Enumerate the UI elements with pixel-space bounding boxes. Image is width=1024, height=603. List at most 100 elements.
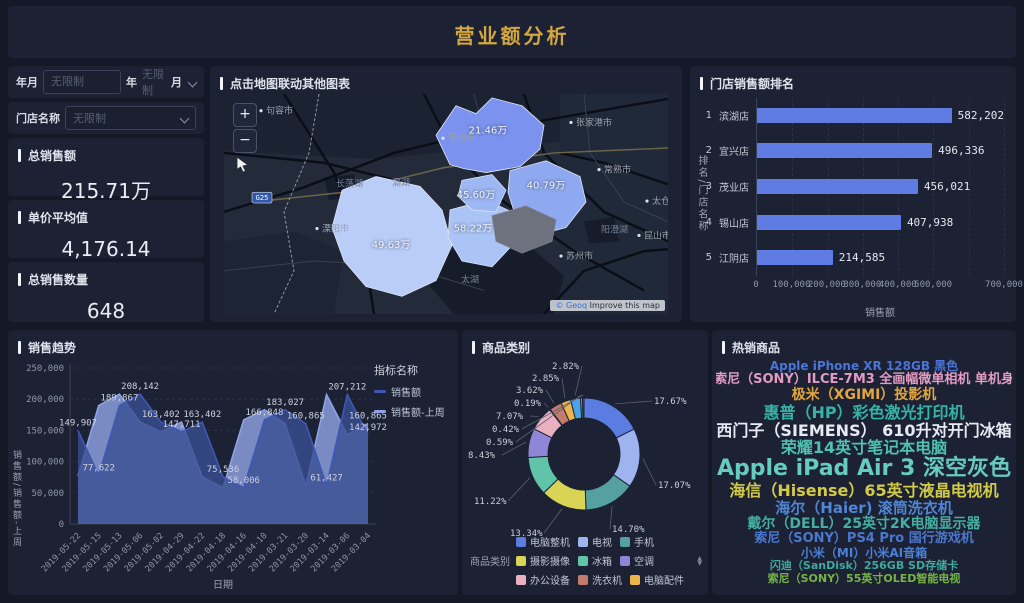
donut-percent-label: 14.70% (612, 525, 645, 535)
yearmonth-label: 年月 (16, 76, 38, 89)
filter-store-panel: 门店名称 无限制 (8, 102, 204, 134)
hot-product-item: Apple iPhone XR 128GB 黑色 (769, 359, 959, 373)
legend-label: 电脑整机 (530, 538, 570, 549)
rank-category-label: 5 江阴店 (706, 250, 749, 265)
store-select[interactable]: 无限制 (65, 106, 196, 130)
trend-x-axis-name: 日期 (213, 579, 233, 591)
rank-number: 3 (705, 181, 712, 192)
rank-number: 2 (705, 145, 712, 157)
donut-percent-label: 13.34% (510, 529, 543, 539)
filter-yearmonth-panel: 年月 年 无限制 月 (8, 66, 204, 98)
donut-slice-电脑整机[interactable] (583, 397, 635, 439)
donut-chart: 17.67% 17.07% 14.70% 13.34% 11.22% 8.43% 7.07%… (468, 362, 691, 539)
chevron-down-icon[interactable] (187, 77, 198, 87)
category-legend-item[interactable]: 电脑配件 (630, 572, 684, 587)
category-legend-item[interactable]: 电脑整机 (516, 534, 570, 549)
category-legend-caption: 商品类别 (470, 557, 510, 568)
yearmonth-input[interactable] (43, 70, 121, 94)
donut-percent-label: 2.85% (532, 374, 560, 384)
trend-y-tick: 0 (59, 520, 64, 530)
trend-point-label: 61,427 (310, 474, 343, 484)
donut-percent-label: 0.19% (514, 399, 542, 409)
accent-bar (18, 341, 21, 354)
trend-legend-item[interactable]: 销售额 (374, 384, 454, 399)
map-zoom-in-button[interactable]: + (233, 103, 257, 127)
category-legend-item[interactable]: 办公设备 (516, 572, 570, 587)
trend-area-销售额[interactable] (78, 394, 368, 524)
trend-point-label: 77,622 (82, 464, 115, 474)
trend-point-label: 207,212 (328, 383, 366, 393)
hot-product-item: 西门子（SIEMENS） 610升对开门冰箱 (716, 420, 1012, 440)
map-region-value: 58.22万 (454, 224, 493, 235)
hot-product-item: 惠普（HP）彩色激光打印机 (763, 402, 965, 422)
stat-label: 总销售额 (28, 149, 77, 163)
trend-title: 销售趋势 (28, 341, 77, 355)
category-legend-item[interactable]: 冰箱 (578, 553, 612, 568)
map-city-label: 长荡湖 (336, 177, 363, 189)
store-name: 锡山店 (719, 218, 749, 230)
month-select-value[interactable]: 月 (171, 76, 182, 89)
map-city-label: 溧阳市 (315, 223, 349, 234)
donut-percent-label: 3.62% (516, 386, 544, 396)
svg-text:太湖: 太湖 (461, 274, 479, 286)
header-panel: 营业额分析 (8, 6, 1016, 58)
legend-swatch (620, 536, 630, 547)
rank-plot-area: 1 滨湖店 582,202 2 宜兴店 496,336 3 茂业店 456,021 4 锡山店 407… (706, 98, 1005, 276)
donut-percent-label: 8.43% (468, 451, 496, 461)
rank-bar-row: 5 江阴店 214,585 (706, 250, 1004, 266)
rank-x-tick: 200,000 (807, 280, 846, 290)
category-legend-item[interactable]: 洗衣机 (578, 572, 622, 587)
rank-number: 1 (705, 109, 712, 121)
map-title: 点击地图联动其他图表 (230, 77, 351, 91)
rank-bar[interactable] (757, 214, 901, 230)
category-legend-item[interactable]: 空调 (620, 553, 654, 568)
map-city-label: 张家港市 (569, 117, 612, 128)
year-input[interactable]: 无限制 (142, 68, 164, 97)
rank-x-tick: 400,000 (878, 280, 917, 290)
map-region-value: 49.63万 (372, 240, 411, 251)
legend-swatch (578, 555, 588, 566)
legend-scroll-icon[interactable]: ▲ ▼ (697, 554, 702, 567)
trend-point-label: 149,907 (59, 418, 97, 428)
accent-bar (472, 341, 475, 354)
map-city-label: 昆山市 (637, 229, 668, 241)
hot-product-item: 荣耀14英寸笔记本电脑 (780, 438, 948, 458)
map-region-value: 21.46万 (469, 125, 508, 136)
svg-text:阳澄湖: 阳澄湖 (601, 224, 628, 236)
category-title: 商品类别 (482, 341, 531, 355)
province-boundary (273, 94, 320, 314)
store-name: 宜兴店 (719, 147, 749, 159)
rank-bar[interactable] (757, 143, 933, 159)
map-panel: 点击地图联动其他图表 (210, 66, 682, 322)
map-canvas[interactable]: G25 句容市常州市张家港市常熟市溧阳市苏州市太仓市昆山市阳澄湖太湖滆湖长荡湖 … (224, 94, 668, 314)
map-region-urban[interactable] (491, 205, 557, 254)
trend-line-销售额 (77, 392, 369, 489)
category-legend: 商品类别 电脑整机 电视 手机摄影摄像 冰箱 空调办公设备 洗衣机 电脑配件 ▲ ▼ (470, 534, 702, 587)
category-legend-item[interactable]: 手机 (620, 534, 654, 549)
cursor-icon (236, 156, 250, 173)
store-name: 江阴店 (719, 254, 749, 266)
map-zoom-out-button[interactable]: − (233, 129, 257, 153)
rank-bar[interactable] (757, 107, 952, 123)
donut-percent-label: 0.42% (492, 425, 520, 435)
attribution-text[interactable]: Improve this map (589, 301, 660, 310)
map-region-21.46[interactable] (435, 97, 545, 173)
accent-bar (18, 149, 21, 162)
rank-bar-value: 582,202 (957, 108, 1004, 122)
rank-bar[interactable] (757, 250, 833, 266)
category-legend-item[interactable]: 摄影摄像 (516, 553, 570, 568)
category-legend-item[interactable]: 电视 (578, 534, 612, 549)
rank-bar-value: 214,585 (838, 251, 886, 265)
donut-slice-0.42[interactable] (581, 397, 585, 419)
trend-legend-item[interactable]: 销售额-上周 (374, 404, 454, 419)
rank-bar[interactable] (757, 179, 918, 194)
rank-x-tick: 100,000 (772, 280, 811, 290)
attribution-link[interactable]: © Geoq (555, 301, 588, 310)
map-region-45.60[interactable] (457, 174, 507, 213)
map-city-label: 太仓市 (645, 195, 668, 207)
legend-label: 电视 (592, 538, 612, 549)
legend-dash-icon (374, 390, 386, 393)
rank-bar-value: 496,336 (938, 144, 985, 158)
map-region-49.63[interactable] (331, 176, 453, 297)
trend-y-tick: 100,000 (26, 458, 64, 468)
